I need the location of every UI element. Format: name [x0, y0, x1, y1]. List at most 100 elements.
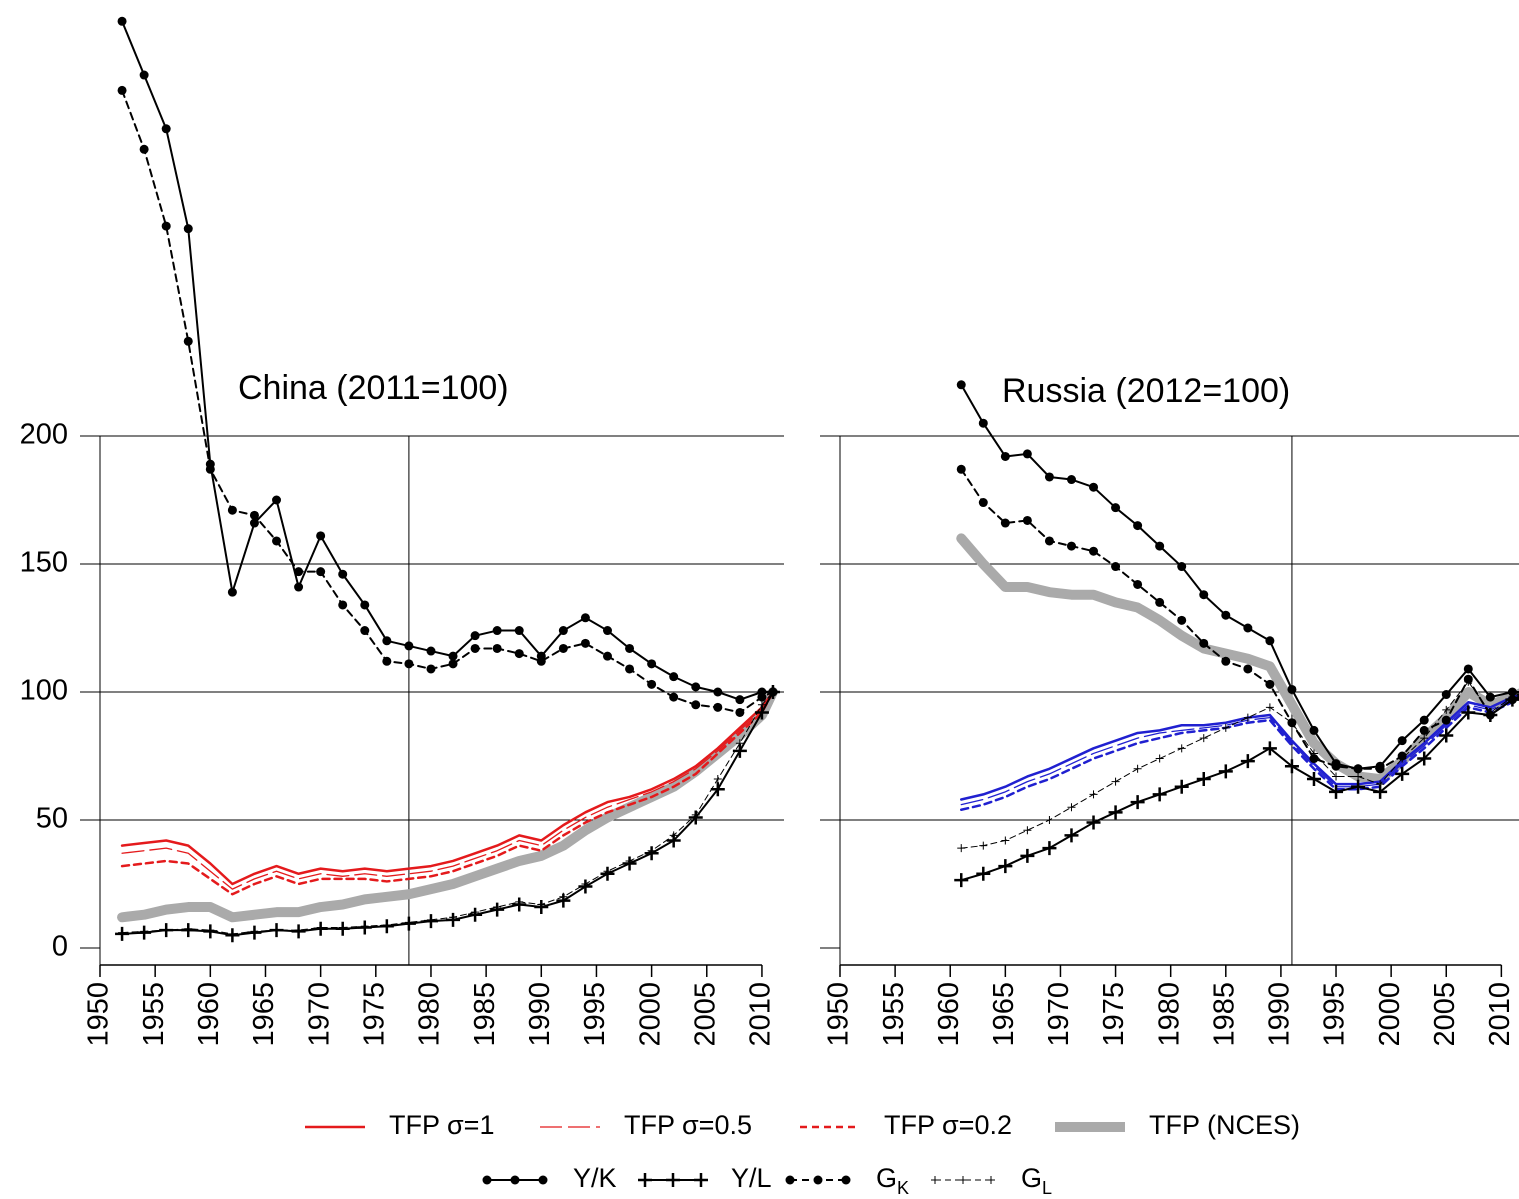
marker: [426, 646, 436, 656]
marker: [1442, 705, 1451, 714]
marker: [360, 922, 369, 931]
marker: [1284, 759, 1299, 774]
marker: [1111, 777, 1120, 786]
marker: [959, 1176, 967, 1184]
marker: [294, 567, 304, 577]
marker: [514, 649, 524, 659]
x-tick-label: 1960: [933, 982, 965, 1047]
marker: [1066, 541, 1076, 551]
legend-label: GL: [1021, 1163, 1052, 1198]
marker: [1508, 693, 1517, 702]
legend-label-sub: L: [1042, 1178, 1052, 1198]
marker: [1419, 725, 1429, 735]
marker: [1174, 779, 1189, 794]
marker: [1199, 590, 1209, 600]
marker: [316, 531, 326, 541]
marker: [1022, 449, 1032, 459]
y-tick-label: 150: [20, 547, 68, 579]
marker: [666, 1173, 680, 1187]
marker: [1155, 597, 1165, 607]
marker: [139, 144, 149, 154]
marker: [768, 688, 777, 696]
marker: [470, 643, 480, 653]
marker: [448, 659, 458, 669]
marker: [1221, 656, 1231, 666]
marker: [1397, 736, 1407, 746]
marker: [492, 626, 502, 636]
marker: [404, 641, 414, 651]
series-line: TFP σ=1: [120, 690, 775, 886]
marker: [1306, 772, 1321, 787]
marker: [1155, 541, 1165, 551]
marker: [1023, 826, 1032, 835]
marker: [538, 1175, 548, 1185]
marker: [813, 1175, 823, 1185]
legend-label-main: G: [1021, 1163, 1042, 1193]
marker: [1420, 734, 1429, 743]
marker: [647, 659, 657, 669]
legend-label: Y/K: [573, 1163, 617, 1193]
y-tick-label: 0: [52, 931, 68, 963]
marker: [603, 867, 612, 876]
marker: [954, 873, 969, 888]
x-tick-label: 2005: [689, 982, 721, 1047]
marker: [998, 859, 1013, 874]
marker: [1265, 703, 1274, 712]
marker: [757, 692, 767, 702]
marker: [338, 923, 347, 932]
marker: [316, 923, 325, 932]
marker: [1464, 677, 1473, 686]
marker: [957, 844, 966, 853]
marker: [162, 926, 171, 935]
marker: [482, 1175, 492, 1185]
marker: [785, 1175, 795, 1185]
marker: [669, 831, 678, 840]
marker: [1089, 790, 1098, 799]
marker: [735, 695, 745, 705]
marker: [1218, 764, 1233, 779]
marker: [1240, 754, 1255, 769]
marker: [360, 600, 370, 610]
marker: [426, 915, 435, 924]
marker: [537, 900, 546, 909]
marker: [1463, 664, 1473, 674]
x-tick-label: 2000: [634, 982, 666, 1047]
marker: [580, 638, 590, 648]
x-tick-label: 1995: [1319, 982, 1351, 1047]
marker: [183, 224, 193, 234]
marker: [694, 1173, 708, 1187]
y-tick-label: 100: [20, 675, 68, 707]
marker: [1133, 579, 1143, 589]
marker: [117, 85, 127, 95]
marker: [713, 702, 723, 712]
marker: [1329, 784, 1344, 799]
marker: [1353, 764, 1363, 774]
marker: [161, 221, 171, 231]
marker: [140, 927, 149, 936]
marker: [272, 536, 282, 546]
x-tick-label: 1980: [414, 982, 446, 1047]
marker: [1221, 723, 1230, 732]
marker: [602, 651, 612, 661]
chart-title: Russia (2012=100): [1002, 372, 1290, 410]
marker: [710, 782, 725, 797]
marker: [713, 687, 723, 697]
marker: [931, 1176, 939, 1184]
x-tick-label: 1990: [1264, 982, 1296, 1047]
marker: [1133, 764, 1142, 773]
marker: [1086, 815, 1101, 830]
marker: [1155, 754, 1164, 763]
series-line: TFP σ=0.5: [960, 695, 1519, 806]
marker: [1309, 754, 1319, 764]
marker: [316, 567, 326, 577]
marker: [471, 908, 480, 917]
y-tick-label: 200: [20, 419, 68, 451]
marker: [1417, 751, 1432, 766]
marker: [205, 464, 215, 474]
marker: [404, 918, 413, 927]
marker: [227, 505, 237, 515]
y-tick-label: 50: [36, 803, 68, 835]
legend-label: TFP (NCES): [1149, 1110, 1300, 1140]
marker: [1111, 503, 1121, 513]
